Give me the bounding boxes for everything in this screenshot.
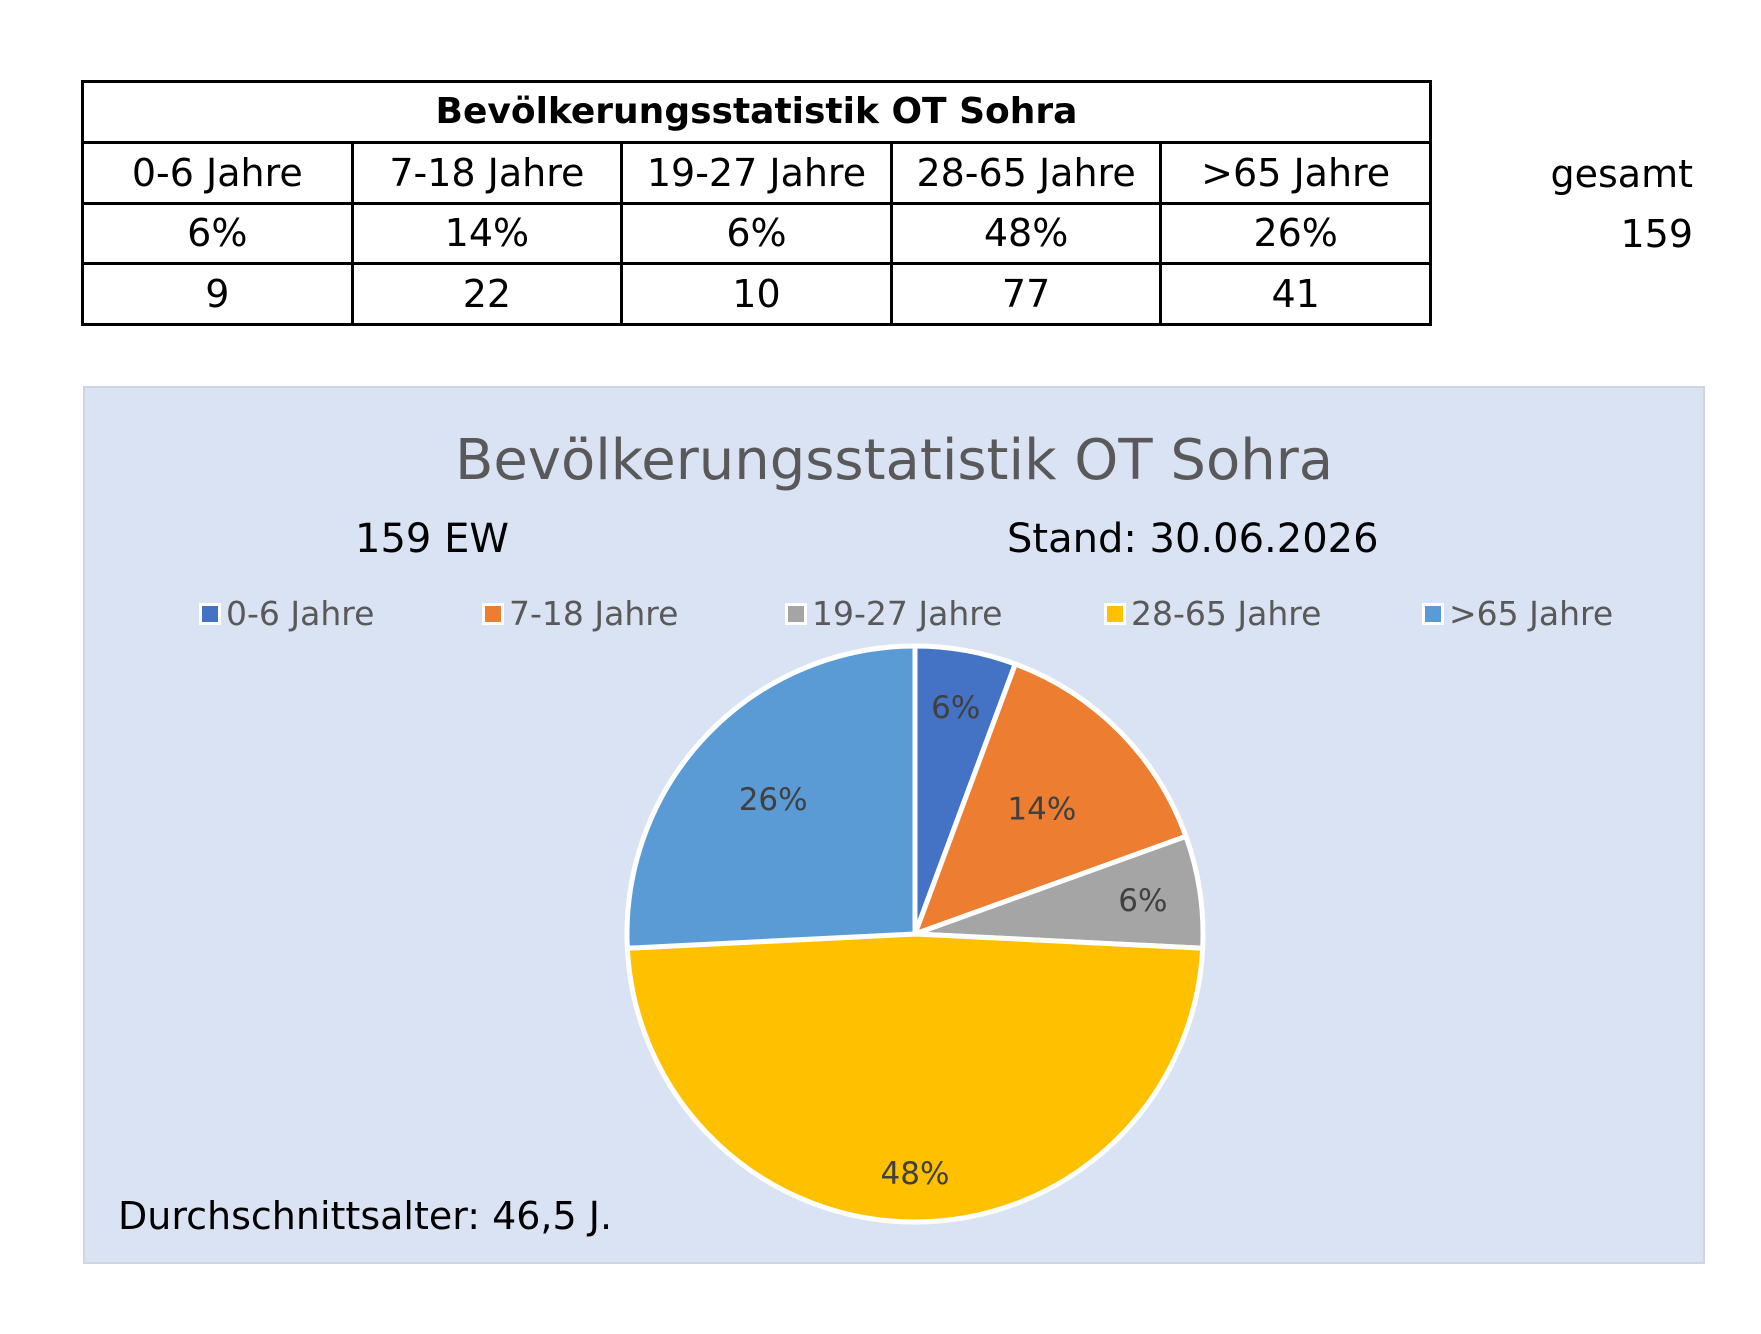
table-percent-cell: 14% xyxy=(350,201,624,266)
legend-item: 28-65 Jahre xyxy=(1107,594,1321,633)
table-header-cell: 19-27 Jahre xyxy=(620,140,893,205)
pie-data-label: 6% xyxy=(1118,883,1167,919)
chart-area: Bevölkerungsstatistik OT Sohra 159 EW St… xyxy=(83,386,1705,1264)
average-age-note: Durchschnittsalter: 46,5 J. xyxy=(118,1194,613,1238)
table-count-cell: 41 xyxy=(1159,262,1432,326)
population-note: 159 EW xyxy=(355,516,509,562)
legend-swatch xyxy=(1107,605,1123,622)
pie-chart: 6% 14% 6% 48% 26% xyxy=(624,643,1206,1225)
table-title: Bevölkerungsstatistik OT Sohra xyxy=(81,80,1432,144)
statistics-table: Bevölkerungsstatistik OT Sohra 0-6 Jahre… xyxy=(81,80,1432,326)
table-header-cell: >65 Jahre xyxy=(1159,140,1432,205)
date-note: Stand: 30.06.2026 xyxy=(1007,516,1379,562)
table-percent-row: 6% 14% 6% 48% 26% xyxy=(81,201,1432,266)
table-percent-cell: 26% xyxy=(1159,201,1432,266)
legend-label: >65 Jahre xyxy=(1449,594,1614,633)
table-count-cell: 10 xyxy=(620,262,893,326)
pie-slice xyxy=(912,661,1189,937)
table-percent-cell: 6% xyxy=(620,201,893,266)
total-label: gesamt xyxy=(1550,152,1694,196)
table-count-cell: 22 xyxy=(350,262,624,326)
legend-label: 28-65 Jahre xyxy=(1131,594,1322,633)
pie-data-label: 48% xyxy=(881,1156,950,1192)
legend-item: >65 Jahre xyxy=(1425,594,1613,633)
table-count-row: 9 22 10 77 41 xyxy=(81,262,1432,326)
table-percent-cell: 6% xyxy=(81,201,354,266)
pie-slice xyxy=(624,643,918,951)
table-header-cell: 28-65 Jahre xyxy=(889,140,1163,205)
legend-swatch xyxy=(1425,605,1441,622)
legend-item: 0-6 Jahre xyxy=(202,594,374,633)
table-header-cell: 0-6 Jahre xyxy=(81,140,354,205)
legend-label: 7-18 Jahre xyxy=(509,594,679,633)
table-count-cell: 9 xyxy=(81,262,354,326)
legend-swatch xyxy=(485,605,501,622)
chart-title: Bevölkerungsstatistik OT Sohra xyxy=(454,428,1334,493)
legend-item: 19-27 Jahre xyxy=(788,594,1002,633)
legend-label: 19-27 Jahre xyxy=(812,594,1003,633)
pie-data-label: 6% xyxy=(931,690,980,726)
table-count-cell: 77 xyxy=(889,262,1163,326)
total-value: 159 xyxy=(1620,212,1693,256)
legend-label: 0-6 Jahre xyxy=(226,594,375,633)
legend-item: 7-18 Jahre xyxy=(485,594,678,633)
table-title-row: Bevölkerungsstatistik OT Sohra xyxy=(81,80,1432,144)
legend-swatch xyxy=(788,605,804,622)
pie-data-label: 26% xyxy=(739,782,808,818)
table-percent-cell: 48% xyxy=(889,201,1163,266)
legend-swatch xyxy=(202,605,218,622)
pie-slice xyxy=(624,931,1206,1225)
table-header-cell: 7-18 Jahre xyxy=(350,140,624,205)
table-header-row: 0-6 Jahre 7-18 Jahre 19-27 Jahre 28-65 J… xyxy=(81,140,1432,205)
pie-data-label: 14% xyxy=(1007,791,1076,827)
